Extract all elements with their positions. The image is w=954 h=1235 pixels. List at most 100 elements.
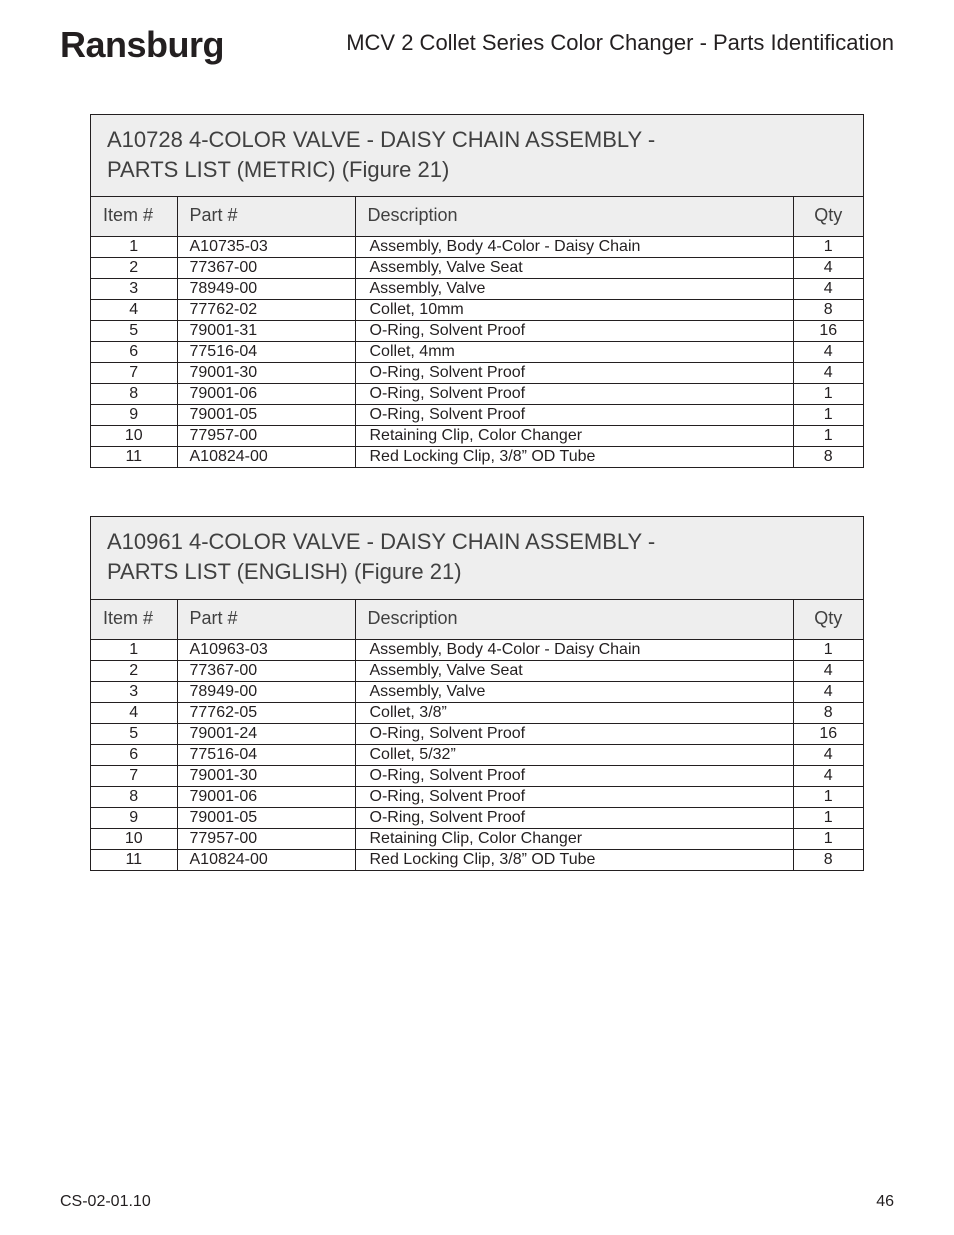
cell-desc: O-Ring, Solvent Proof xyxy=(355,384,793,405)
cell-part: 79001-05 xyxy=(177,405,355,426)
footer-doc-code: CS-02-01.10 xyxy=(60,1193,151,1211)
table-title-line: A10728 4-COLOR VALVE - DAISY CHAIN ASSEM… xyxy=(107,125,847,155)
cell-item: 6 xyxy=(91,342,177,363)
cell-desc: Collet, 4mm xyxy=(355,342,793,363)
cell-part: 79001-06 xyxy=(177,786,355,807)
cell-qty: 4 xyxy=(793,744,863,765)
table-row: 11A10824-00Red Locking Clip, 3/8” OD Tub… xyxy=(91,849,863,870)
cell-qty: 1 xyxy=(793,237,863,258)
table-row: 779001-30O-Ring, Solvent Proof4 xyxy=(91,765,863,786)
col-header-item: Item # xyxy=(91,197,177,237)
table-row: 1077957-00Retaining Clip, Color Changer1 xyxy=(91,828,863,849)
cell-desc: Red Locking Clip, 3/8” OD Tube xyxy=(355,849,793,870)
cell-item: 10 xyxy=(91,426,177,447)
cell-qty: 16 xyxy=(793,321,863,342)
table-row: 378949-00Assembly, Valve4 xyxy=(91,681,863,702)
table-row: 1A10735-03Assembly, Body 4-Color - Daisy… xyxy=(91,237,863,258)
cell-desc: O-Ring, Solvent Proof xyxy=(355,786,793,807)
brand-logo: Ransburg xyxy=(60,24,224,66)
cell-qty: 8 xyxy=(793,849,863,870)
table-title: A10961 4-COLOR VALVE - DAISY CHAIN ASSEM… xyxy=(91,517,863,599)
cell-desc: Collet, 3/8” xyxy=(355,702,793,723)
cell-item: 1 xyxy=(91,639,177,660)
table-row: 378949-00Assembly, Valve4 xyxy=(91,279,863,300)
cell-qty: 16 xyxy=(793,723,863,744)
cell-part: 79001-05 xyxy=(177,807,355,828)
cell-item: 2 xyxy=(91,660,177,681)
cell-part: 79001-06 xyxy=(177,384,355,405)
cell-item: 4 xyxy=(91,702,177,723)
parts-table: Item #Part #DescriptionQty1A10735-03Asse… xyxy=(91,197,863,467)
cell-desc: Assembly, Valve xyxy=(355,681,793,702)
cell-part: 77762-05 xyxy=(177,702,355,723)
cell-desc: O-Ring, Solvent Proof xyxy=(355,723,793,744)
table-title: A10728 4-COLOR VALVE - DAISY CHAIN ASSEM… xyxy=(91,115,863,197)
table-row: 277367-00Assembly, Valve Seat4 xyxy=(91,258,863,279)
cell-part: 79001-30 xyxy=(177,765,355,786)
cell-item: 3 xyxy=(91,279,177,300)
col-header-desc: Description xyxy=(355,197,793,237)
table-row: 779001-30O-Ring, Solvent Proof4 xyxy=(91,363,863,384)
cell-qty: 1 xyxy=(793,786,863,807)
cell-part: A10824-00 xyxy=(177,849,355,870)
tables-host: A10728 4-COLOR VALVE - DAISY CHAIN ASSEM… xyxy=(60,114,894,871)
cell-item: 8 xyxy=(91,384,177,405)
table-row: 979001-05O-Ring, Solvent Proof1 xyxy=(91,807,863,828)
table-row: 677516-04Collet, 4mm4 xyxy=(91,342,863,363)
cell-qty: 4 xyxy=(793,765,863,786)
col-header-item: Item # xyxy=(91,600,177,640)
cell-item: 3 xyxy=(91,681,177,702)
cell-part: 77957-00 xyxy=(177,426,355,447)
cell-desc: Assembly, Body 4-Color - Daisy Chain xyxy=(355,639,793,660)
cell-qty: 1 xyxy=(793,405,863,426)
cell-part: 77762-02 xyxy=(177,300,355,321)
cell-desc: O-Ring, Solvent Proof xyxy=(355,405,793,426)
footer-page-number: 46 xyxy=(876,1193,894,1211)
cell-item: 1 xyxy=(91,237,177,258)
page: Ransburg MCV 2 Collet Series Color Chang… xyxy=(0,0,954,1235)
cell-item: 4 xyxy=(91,300,177,321)
table-row: 979001-05O-Ring, Solvent Proof1 xyxy=(91,405,863,426)
page-footer: CS-02-01.10 46 xyxy=(60,1193,894,1211)
cell-desc: Assembly, Valve xyxy=(355,279,793,300)
cell-desc: Assembly, Body 4-Color - Daisy Chain xyxy=(355,237,793,258)
parts-table: Item #Part #DescriptionQty1A10963-03Asse… xyxy=(91,600,863,870)
cell-qty: 4 xyxy=(793,342,863,363)
table-title-line: PARTS LIST (ENGLISH) (Figure 21) xyxy=(107,557,847,587)
cell-part: 77957-00 xyxy=(177,828,355,849)
table-row: 579001-31O-Ring, Solvent Proof16 xyxy=(91,321,863,342)
cell-part: 77367-00 xyxy=(177,660,355,681)
cell-item: 7 xyxy=(91,765,177,786)
cell-desc: Assembly, Valve Seat xyxy=(355,258,793,279)
table-row: 1077957-00Retaining Clip, Color Changer1 xyxy=(91,426,863,447)
cell-desc: Assembly, Valve Seat xyxy=(355,660,793,681)
cell-item: 6 xyxy=(91,744,177,765)
cell-item: 5 xyxy=(91,723,177,744)
table-row: 11A10824-00Red Locking Clip, 3/8” OD Tub… xyxy=(91,447,863,468)
cell-qty: 4 xyxy=(793,363,863,384)
cell-desc: O-Ring, Solvent Proof xyxy=(355,807,793,828)
table-row: 1A10963-03Assembly, Body 4-Color - Daisy… xyxy=(91,639,863,660)
col-header-desc: Description xyxy=(355,600,793,640)
cell-item: 10 xyxy=(91,828,177,849)
cell-desc: Retaining Clip, Color Changer xyxy=(355,828,793,849)
doc-title: MCV 2 Collet Series Color Changer - Part… xyxy=(346,30,894,56)
cell-qty: 4 xyxy=(793,660,863,681)
cell-qty: 4 xyxy=(793,279,863,300)
cell-part: 79001-31 xyxy=(177,321,355,342)
cell-part: 78949-00 xyxy=(177,681,355,702)
col-header-part: Part # xyxy=(177,197,355,237)
col-header-part: Part # xyxy=(177,600,355,640)
cell-desc: Collet, 5/32” xyxy=(355,744,793,765)
table-title-line: PARTS LIST (METRIC) (Figure 21) xyxy=(107,155,847,185)
table-title-line: A10961 4-COLOR VALVE - DAISY CHAIN ASSEM… xyxy=(107,527,847,557)
cell-part: 79001-24 xyxy=(177,723,355,744)
cell-qty: 4 xyxy=(793,258,863,279)
table-row: 879001-06O-Ring, Solvent Proof1 xyxy=(91,384,863,405)
cell-item: 7 xyxy=(91,363,177,384)
cell-item: 11 xyxy=(91,447,177,468)
col-header-qty: Qty xyxy=(793,600,863,640)
cell-part: 77516-04 xyxy=(177,744,355,765)
table-row: 477762-05Collet, 3/8”8 xyxy=(91,702,863,723)
table-row: 579001-24O-Ring, Solvent Proof16 xyxy=(91,723,863,744)
